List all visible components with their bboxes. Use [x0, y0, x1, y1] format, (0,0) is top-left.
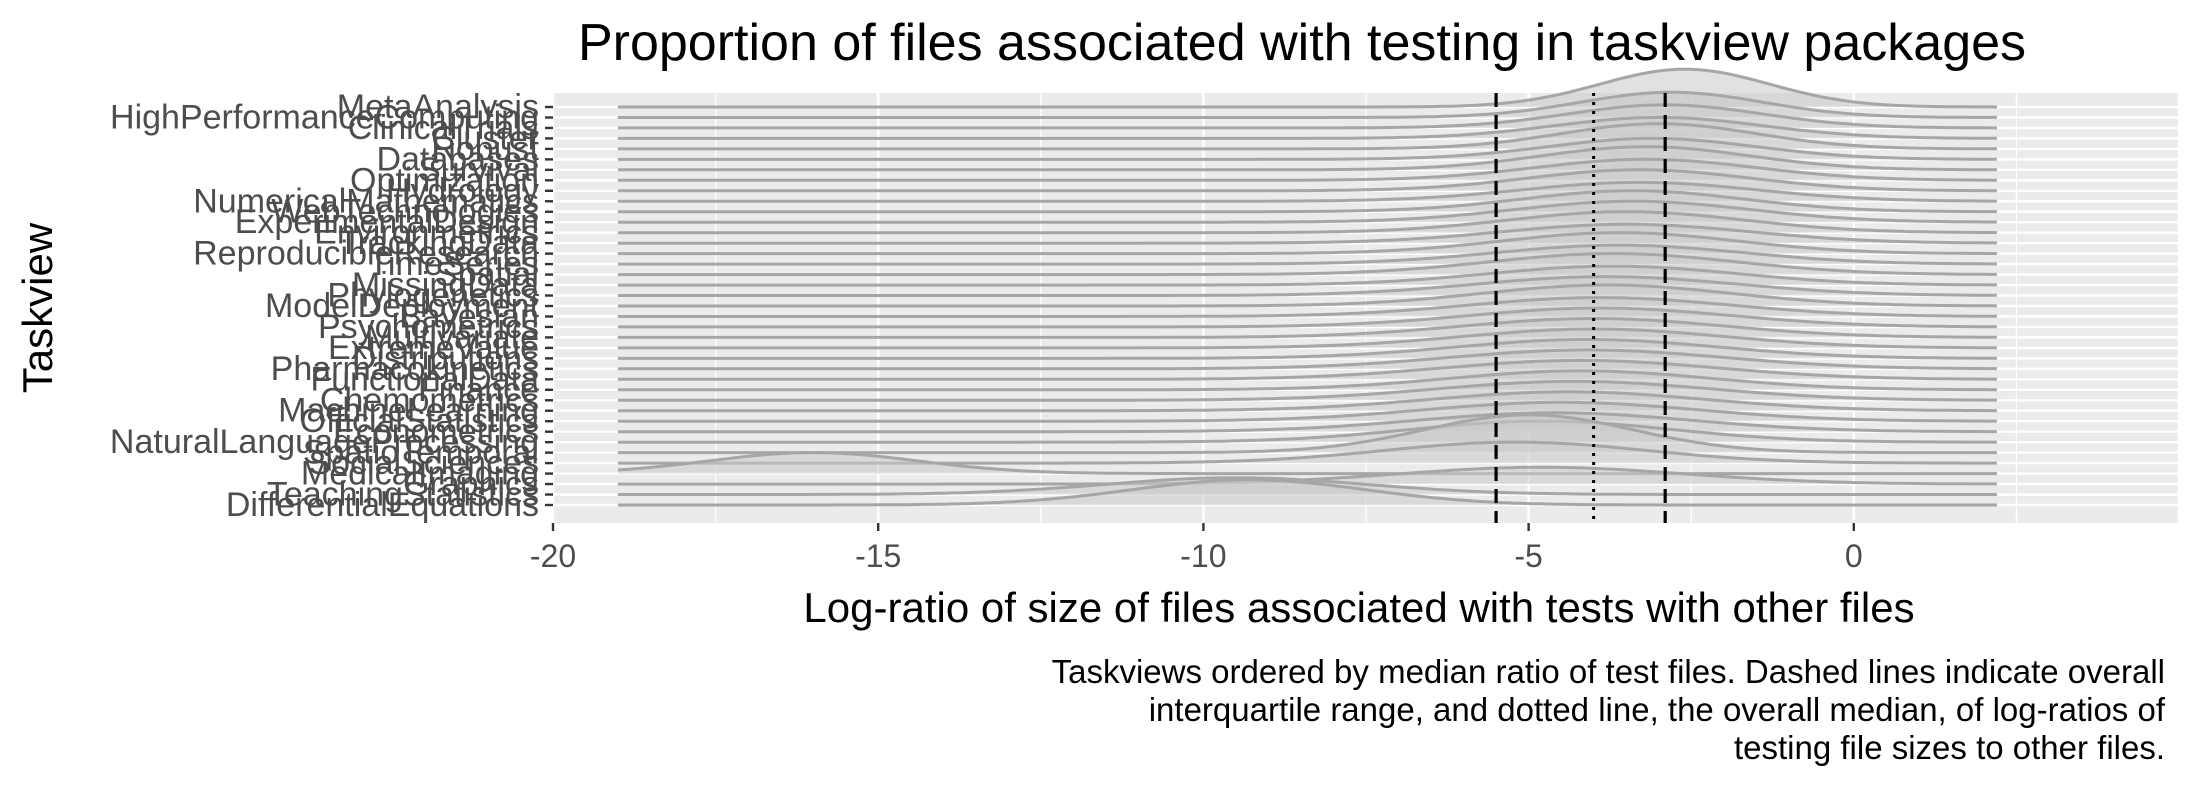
x-tick-label: -5: [1514, 538, 1542, 574]
ridge-fill-SpatioTemporal: [618, 414, 1997, 453]
y-tick-label-MedicalImaging: MedicalImaging: [301, 455, 539, 493]
y-tick-label-Finance: Finance: [418, 371, 539, 409]
y-tick-label-MachineLearning: MachineLearning: [278, 392, 539, 430]
ridge-Hydrology: [618, 168, 1997, 193]
ridge-Optimization: [618, 157, 1997, 182]
y-tick-label-Robust: Robust: [431, 130, 539, 168]
ridge-Robust: [618, 122, 1997, 151]
ridge-Bayesian: [618, 296, 1997, 318]
ridge-WebTechnologies: [618, 189, 1997, 214]
reference-lines: [1494, 93, 1667, 523]
y-tick-label-Databases: Databases: [376, 140, 539, 178]
ridge-Spatial: [618, 252, 1997, 277]
caption: Taskviews ordered by median ratio of tes…: [1052, 653, 2166, 766]
ridge-ExperimentalDesign: [618, 199, 1997, 224]
ridge-Multivariate: [618, 317, 1997, 339]
ridge-NumericalMathematics: [618, 180, 1997, 203]
ridge-TimeSeries: [618, 243, 1997, 266]
y-tick-label-Optimization: Optimization: [350, 161, 539, 199]
ridge-TeachingStatistics: [618, 476, 1997, 496]
y-tick-label-MissingData: MissingData: [352, 266, 539, 304]
ridge-MetaAnalysis: [618, 67, 1997, 109]
y-tick-label-ModelDeployment: ModelDeployment: [265, 287, 540, 325]
y-tick-label-NaturalLanguageProcessing: NaturalLanguageProcessing: [110, 423, 539, 461]
ridge-MachineLearning: [618, 390, 1997, 413]
y-tick-label-TrackingData: TrackingData: [338, 224, 539, 262]
y-tick-label-Distributions: Distributions: [352, 339, 539, 377]
y-tick-label-SpatioTemporal: SpatioTemporal: [303, 434, 539, 472]
ridge-Survival: [618, 145, 1997, 172]
y-tick-label-OfficialStatistics: OfficialStatistics: [300, 402, 539, 440]
ridge-Cluster: [618, 115, 1997, 140]
caption-line-2: interquartile range, and dotted line, th…: [1149, 691, 2166, 728]
y-tick-label-Graphics: Graphics: [403, 465, 539, 503]
y-axis-ticks: MetaAnalysisHighPerformanceComputingClin…: [110, 88, 553, 524]
y-tick-label-DifferentialEquations: DifferentialEquations: [226, 486, 539, 524]
y-tick-label-TeachingStatistics: TeachingStatistics: [267, 476, 539, 514]
ridge-ReproducibleResearch: [618, 231, 1997, 256]
y-tick-label-HighPerformanceComputing: HighPerformanceComputing: [110, 98, 539, 136]
ridge-Environmetrics: [618, 210, 1997, 235]
ridge-Databases: [618, 136, 1997, 161]
x-axis-ticks: -20 -15 -10 -5 0: [530, 523, 1863, 574]
ridge-ModelDeployment: [618, 283, 1997, 308]
ridge-Psychometrics: [618, 306, 1997, 329]
ridge-fill-DifferentialEquations: [618, 479, 1997, 505]
y-tick-label-ExtremeValue: ExtremeValue: [328, 329, 539, 367]
y-tick-label-Chemometrics: Chemometrics: [320, 381, 539, 419]
ridge-Econometrics: [618, 411, 1997, 434]
y-tick-label-Bayesian: Bayesian: [399, 297, 539, 335]
ridge-DifferentialEquations: [618, 478, 1997, 507]
x-tick-label: -10: [1180, 538, 1226, 574]
ridge-fill-SocialSciences: [618, 442, 1997, 464]
y-tick-label-Survival: Survival: [418, 151, 539, 189]
y-tick-label-SocialSciences: SocialSciences: [308, 444, 539, 482]
x-tick-label: -15: [855, 538, 901, 574]
y-tick-label-Cluster: Cluster: [431, 119, 539, 157]
y-tick-label-Hydrology: Hydrology: [386, 172, 539, 210]
y-tick-label-TimeSeries: TimeSeries: [368, 245, 539, 283]
y-tick-label-FunctionalData: FunctionalData: [310, 360, 539, 398]
ridge-TrackingData: [618, 222, 1997, 245]
ridge-OfficialStatistics: [618, 400, 1997, 423]
ridge-MissingData: [618, 264, 1997, 287]
caption-line-1: Taskviews ordered by median ratio of tes…: [1052, 653, 2165, 690]
caption-line-3: testing file sizes to other files.: [1734, 729, 2165, 766]
ridge-Phylogenetics: [618, 275, 1997, 297]
y-tick-label-ReproducibleResearch: ReproducibleResearch: [193, 235, 539, 273]
y-tick-label-Psychometrics: Psychometrics: [318, 308, 539, 346]
ridge-NaturalLanguageProcessing: [618, 419, 1997, 444]
y-tick-label-MetaAnalysis: MetaAnalysis: [337, 88, 539, 126]
y-tick-label-WebTechnologies: WebTechnologies: [271, 193, 539, 231]
x-axis-title: Log-ratio of size of files associated wi…: [803, 584, 1914, 631]
y-tick-label-ExperimentalDesign: ExperimentalDesign: [235, 203, 539, 241]
ridge-FunctionalData: [618, 358, 1997, 381]
y-tick-label-Multivariate: Multivariate: [365, 318, 539, 356]
y-tick-label-NumericalMathematics: NumericalMathematics: [193, 182, 539, 220]
density-ridges: [617, 67, 1997, 507]
x-tick-label: -20: [530, 538, 576, 574]
y-tick-label-Environmetrics: Environmetrics: [314, 214, 539, 252]
ridge-Finance: [618, 369, 1997, 392]
y-tick-label-Spatial: Spatial: [435, 256, 539, 294]
ridge-Distributions: [618, 338, 1997, 360]
y-tick-label-Pharmacokinetics: Pharmacokinetics: [271, 350, 539, 388]
y-axis-title: Taskview: [14, 222, 61, 393]
y-tick-label-ClinicalTrials: ClinicalTrials: [348, 109, 539, 147]
chart-title: Proportion of files associated with test…: [578, 14, 2026, 72]
ridge-fill-MedicalImaging: [618, 452, 1997, 474]
y-tick-label-Phylogenetics: Phylogenetics: [327, 277, 539, 315]
ridge-fill-Graphics: [618, 467, 1997, 485]
ridge-MedicalImaging: [617, 451, 1997, 476]
ridge-Pharmacokinetics: [618, 348, 1997, 371]
y-tick-label-Econometrics: Econometrics: [333, 413, 539, 451]
x-tick-label: 0: [1845, 538, 1863, 574]
ridge-HighPerformanceComputing: [618, 90, 1997, 119]
ridge-ClinicalTrials: [618, 103, 1997, 130]
ridge-ExtremeValue: [618, 327, 1997, 350]
ridge-Chemometrics: [618, 379, 1997, 402]
